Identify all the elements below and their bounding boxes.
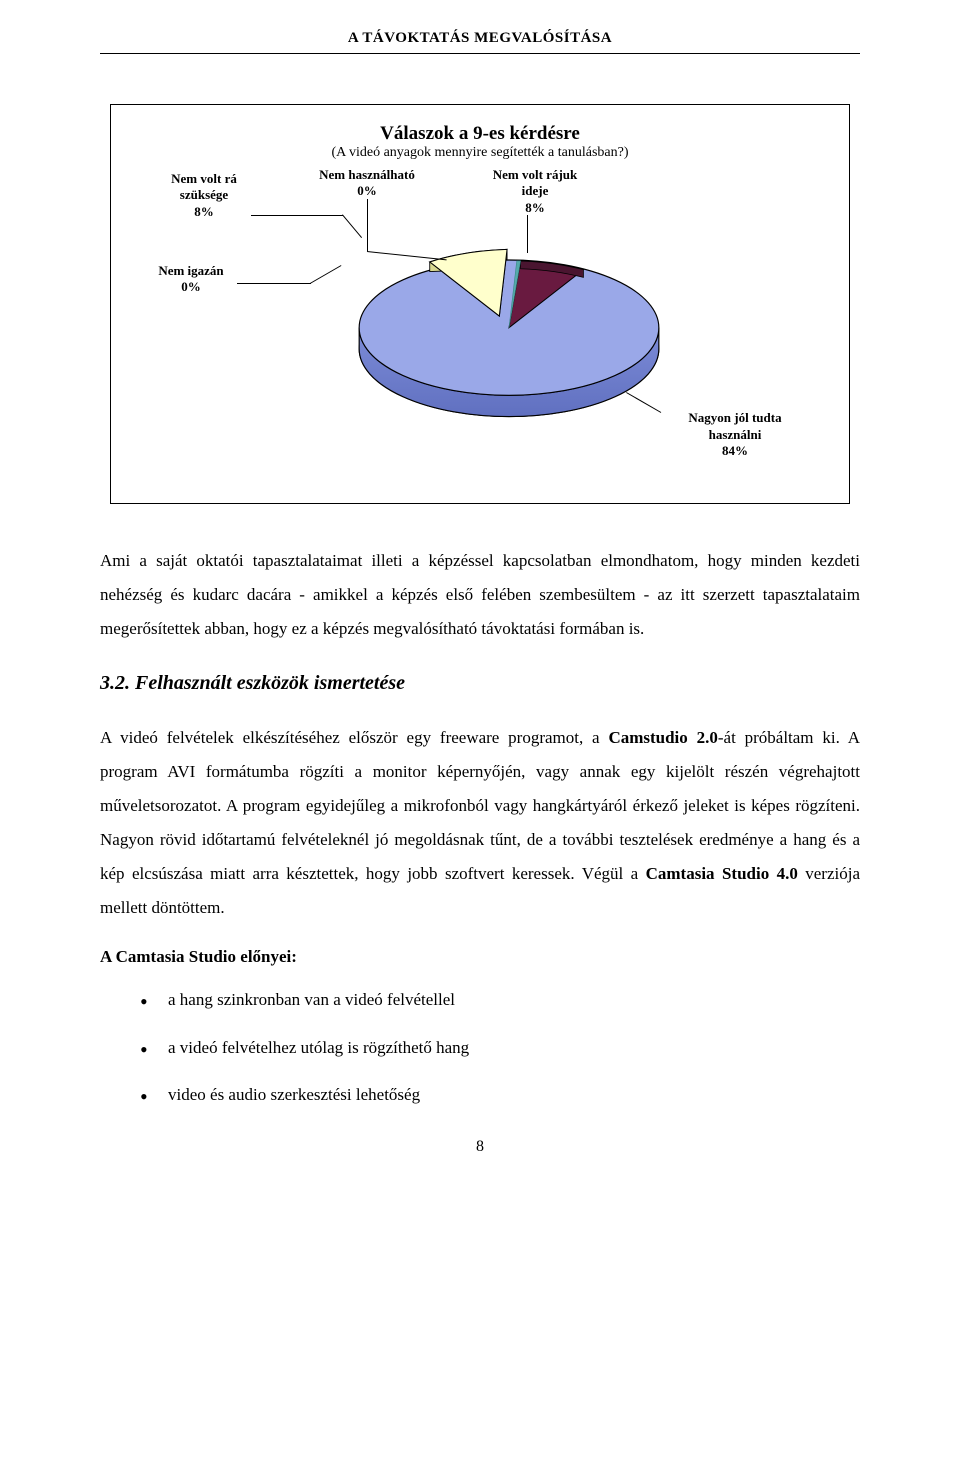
slice-label-nemigazan: Nem igazán 0%	[141, 263, 241, 296]
slice-value: 0%	[357, 183, 377, 198]
page: A TÁVOKTATÁS MEGVALÓSÍTÁSA Válaszok a 9-…	[0, 0, 960, 1196]
slice-text: Nem igazán	[158, 263, 223, 278]
leader-line	[527, 215, 528, 253]
list-item: a hang szinkronban van a videó felvétell…	[140, 987, 860, 1013]
slice-value: 8%	[525, 200, 545, 215]
pie-chart-frame: Válaszok a 9-es kérdésre (A videó anyago…	[110, 104, 850, 504]
page-number: 8	[100, 1138, 860, 1156]
leader-line	[237, 283, 311, 284]
chart-body: Nem volt rá szüksége 8% Nem használható …	[129, 173, 831, 463]
paragraph-2: A videó felvételek elkészítéséhez előszö…	[100, 721, 860, 925]
running-header: A TÁVOKTATÁS MEGVALÓSÍTÁSA	[100, 30, 860, 54]
p2-bold-1: Camstudio 2.0	[608, 728, 717, 747]
list-item: video és audio szerkesztési lehetőség	[140, 1082, 860, 1108]
slice-label-szuksege: Nem volt rá szüksége 8%	[149, 171, 259, 220]
slice-label-ideje: Nem volt rájuk ideje 8%	[465, 167, 605, 216]
slice-text: Nem volt rájuk ideje	[493, 167, 578, 198]
slice-label-nagyonjol: Nagyon jól tudta használni 84%	[655, 410, 815, 459]
slice-value: 8%	[194, 204, 214, 219]
paragraph-1: Ami a saját oktatói tapasztalataimat ill…	[100, 544, 860, 646]
slice-value: 84%	[722, 443, 748, 458]
list-item: a videó felvételhez utólag is rögzíthető…	[140, 1035, 860, 1061]
slice-text: Nem használható	[319, 167, 415, 182]
slice-text: Nagyon jól tudta használni	[688, 410, 781, 441]
chart-subtitle: (A videó anyagok mennyire segítették a t…	[129, 145, 831, 161]
p2-bold-2: Camtasia Studio 4.0	[646, 864, 798, 883]
list-intro: A Camtasia Studio előnyei:	[100, 947, 860, 967]
slice-label-nemhasznalhato: Nem használható 0%	[297, 167, 437, 200]
leader-line	[251, 215, 343, 216]
slice-text: Nem volt rá szüksége	[171, 171, 237, 202]
slice-value: 0%	[181, 279, 201, 294]
chart-title: Válaszok a 9-es kérdésre	[129, 123, 831, 145]
advantages-list: a hang szinkronban van a videó felvétell…	[100, 987, 860, 1108]
p2-text: -át próbáltam ki. A program AVI formátum…	[100, 728, 860, 883]
p2-text: A videó felvételek elkészítéséhez előszö…	[100, 728, 608, 747]
section-heading: 3.2. Felhasznált eszközök ismertetése	[100, 672, 860, 695]
leader-line	[367, 199, 368, 251]
